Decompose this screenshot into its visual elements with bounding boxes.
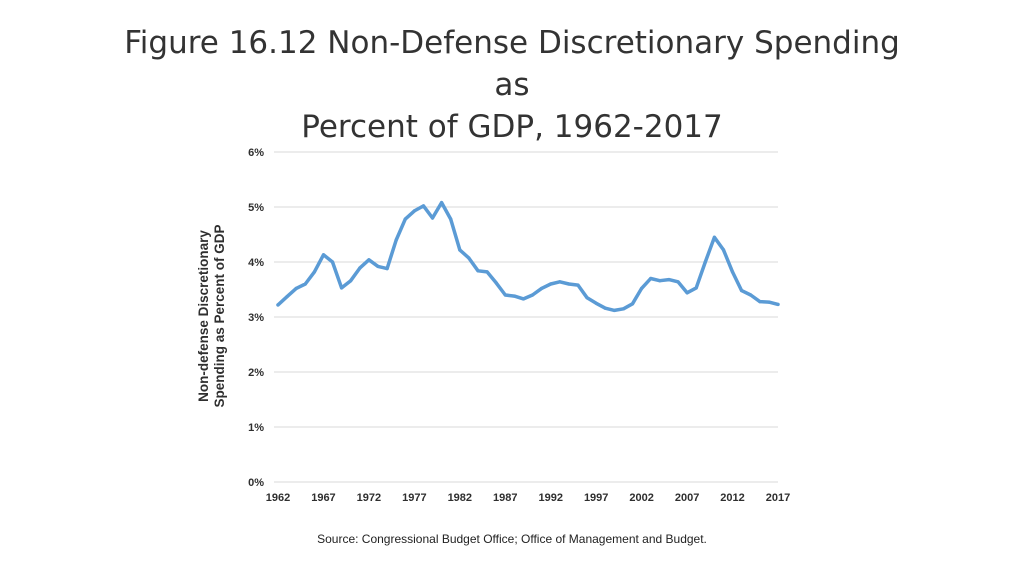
x-tick-label: 1967 — [311, 492, 335, 504]
y-axis-title-line-1: Non-defense Discretionary — [196, 230, 211, 402]
data-point — [612, 308, 617, 312]
data-point — [494, 281, 498, 285]
data-point — [630, 302, 635, 306]
data-point — [730, 270, 735, 274]
data-point — [294, 286, 298, 290]
y-axis-title-line-2: Spending as Percent of GDP — [212, 224, 227, 407]
data-point — [594, 301, 598, 305]
data-point — [458, 248, 462, 252]
data-point — [394, 238, 398, 242]
data-point — [603, 306, 607, 310]
data-point — [276, 303, 280, 307]
data-point — [303, 282, 307, 286]
x-tick-label: 2007 — [675, 492, 699, 504]
y-tick-label: 6% — [248, 147, 264, 159]
data-point — [449, 217, 453, 221]
data-point — [540, 286, 544, 290]
data-point — [667, 278, 671, 282]
data-point — [367, 258, 371, 262]
y-tick-label: 5% — [248, 202, 264, 214]
data-point — [685, 291, 689, 295]
data-point — [530, 293, 535, 297]
data-point — [349, 279, 353, 283]
x-tick-label: 1992 — [538, 492, 562, 504]
data-point — [721, 248, 726, 252]
data-point — [285, 295, 289, 299]
data-point — [440, 201, 444, 205]
data-point — [412, 209, 416, 213]
data-point — [512, 294, 517, 298]
x-tick-label: 1987 — [493, 492, 517, 504]
data-point — [340, 286, 344, 290]
data-point — [521, 297, 526, 301]
data-point — [321, 253, 326, 257]
data-point — [658, 279, 662, 283]
data-point — [649, 276, 653, 281]
x-tick-label: 2002 — [629, 492, 653, 504]
data-point — [767, 300, 771, 304]
data-point — [549, 282, 553, 286]
x-axis-tick-labels: 1962 1967 1972 1977 1982 1987 1992 1997 2002 2007… — [266, 492, 790, 504]
data-point — [585, 296, 589, 300]
y-tick-label: 4% — [248, 257, 264, 269]
data-point — [467, 256, 471, 260]
data-point — [740, 289, 744, 293]
data-point — [567, 282, 571, 286]
data-point — [330, 260, 335, 264]
data-point — [712, 235, 717, 239]
data-point — [749, 293, 753, 297]
data-point — [358, 266, 362, 270]
x-tick-label: 2017 — [766, 492, 790, 504]
data-point — [558, 280, 562, 284]
data-points — [276, 201, 780, 312]
data-point — [694, 286, 698, 290]
x-tick-label: 1997 — [584, 492, 608, 504]
data-point — [376, 264, 380, 268]
x-tick-label: 1977 — [402, 492, 426, 504]
slide-title-line-1: Figure 16.12 Non-Defense Discretionary S… — [124, 25, 900, 103]
x-tick-label: 2012 — [720, 492, 744, 504]
data-point — [576, 283, 580, 287]
data-point — [676, 280, 680, 284]
y-tick-label: 2% — [248, 367, 264, 379]
slide-title-line-2: Percent of GDP, 1962-2017 — [301, 109, 723, 145]
data-point — [312, 270, 316, 274]
data-point — [403, 217, 407, 221]
data-point — [385, 267, 389, 271]
y-axis-tick-labels: 0% 1% 2% 3% 4% 5% 6% — [248, 147, 264, 489]
source-note: Source: Congressional Budget Office; Off… — [317, 532, 707, 546]
data-point — [485, 270, 489, 274]
data-point — [758, 300, 762, 304]
x-tick-label: 1972 — [357, 492, 381, 504]
gridlines — [274, 151, 778, 483]
slide-title: Figure 16.12 Non-Defense Discretionary S… — [112, 22, 912, 148]
y-tick-label: 1% — [248, 422, 264, 434]
y-tick-label: 0% — [248, 477, 264, 489]
x-tick-label: 1982 — [448, 492, 472, 504]
data-point — [503, 293, 507, 297]
data-point — [421, 204, 426, 208]
data-point — [430, 216, 435, 220]
data-point — [621, 307, 626, 311]
data-point — [640, 286, 644, 290]
series-line — [276, 200, 780, 313]
y-tick-label: 3% — [248, 312, 264, 324]
data-point — [703, 260, 707, 264]
x-tick-label: 1962 — [266, 492, 290, 504]
data-point — [476, 269, 480, 273]
data-point — [776, 302, 780, 306]
